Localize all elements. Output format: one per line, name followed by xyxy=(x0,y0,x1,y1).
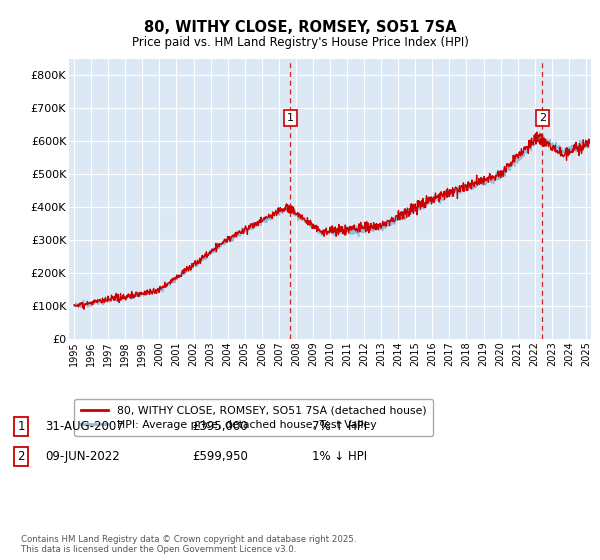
Text: 2: 2 xyxy=(17,450,25,463)
Text: 80, WITHY CLOSE, ROMSEY, SO51 7SA: 80, WITHY CLOSE, ROMSEY, SO51 7SA xyxy=(143,20,457,35)
Text: 2: 2 xyxy=(539,113,546,123)
Text: Contains HM Land Registry data © Crown copyright and database right 2025.
This d: Contains HM Land Registry data © Crown c… xyxy=(21,535,356,554)
Text: 31-AUG-2007: 31-AUG-2007 xyxy=(45,420,124,433)
Text: £599,950: £599,950 xyxy=(192,450,248,463)
Text: Price paid vs. HM Land Registry's House Price Index (HPI): Price paid vs. HM Land Registry's House … xyxy=(131,36,469,49)
Legend: 80, WITHY CLOSE, ROMSEY, SO51 7SA (detached house), HPI: Average price, detached: 80, WITHY CLOSE, ROMSEY, SO51 7SA (detac… xyxy=(74,399,433,436)
Text: 1: 1 xyxy=(287,113,294,123)
Text: £395,000: £395,000 xyxy=(192,420,248,433)
Text: 7% ↑ HPI: 7% ↑ HPI xyxy=(312,420,367,433)
Text: 1% ↓ HPI: 1% ↓ HPI xyxy=(312,450,367,463)
Text: 1: 1 xyxy=(17,420,25,433)
Text: 09-JUN-2022: 09-JUN-2022 xyxy=(45,450,120,463)
